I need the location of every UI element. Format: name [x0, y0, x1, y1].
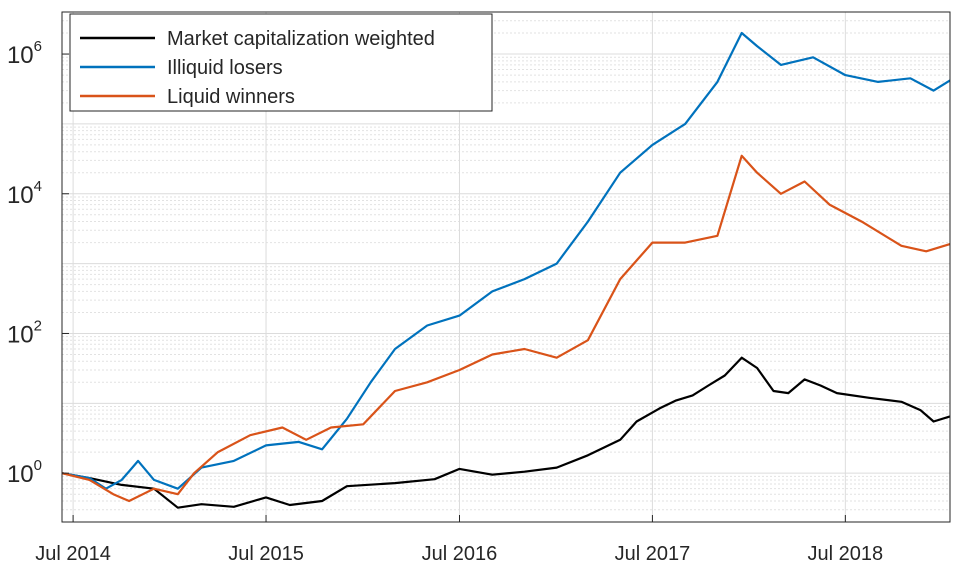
- series-lines: [61, 31, 951, 509]
- series-line-3: [61, 154, 951, 503]
- y-tick-label: 106: [7, 38, 42, 69]
- series-line-2: [61, 31, 951, 490]
- legend: Market capitalization weighted Illiquid l…: [69, 13, 493, 112]
- y-tick-label: 104: [7, 178, 42, 209]
- y-tick-label: 102: [7, 317, 42, 348]
- x-tick-label: Jul 2014: [35, 543, 111, 565]
- legend-label: Market capitalization weighted: [167, 28, 435, 50]
- legend-label: Liquid winners: [167, 86, 295, 108]
- y-tick-label: 100: [7, 457, 42, 488]
- x-tick-label: Jul 2017: [615, 543, 691, 565]
- axis-ticks: Jul 2014 Jul 2015 Jul 2016 Jul 2017 Jul 2018…: [7, 38, 883, 565]
- legend-label: Illiquid losers: [167, 57, 283, 79]
- x-tick-label: Jul 2015: [228, 543, 304, 565]
- series-line-1: [61, 356, 951, 509]
- x-tick-label: Jul 2016: [422, 543, 498, 565]
- plot-frame: [61, 11, 951, 523]
- x-tick-label: Jul 2018: [808, 543, 884, 565]
